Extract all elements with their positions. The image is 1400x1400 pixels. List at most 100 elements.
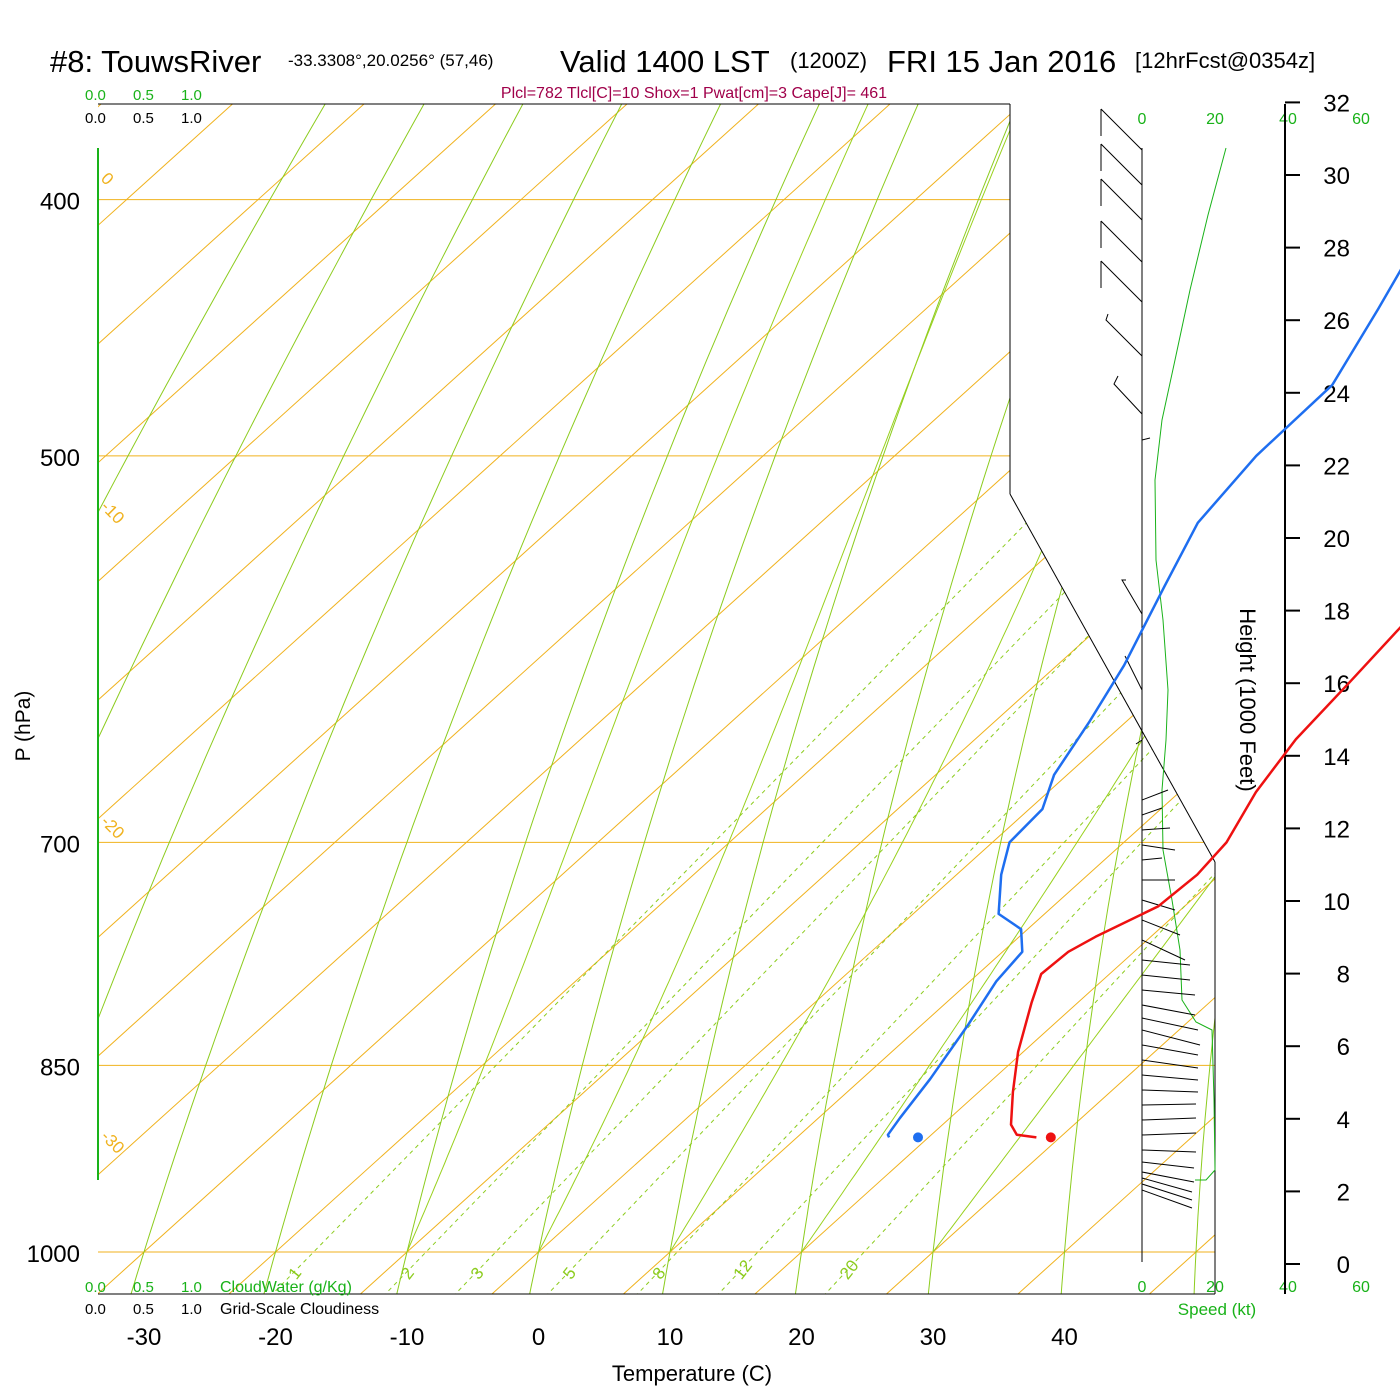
height-tick-label: 20 — [1323, 526, 1350, 553]
temperature-axis: -30 -20 -10 0 10 20 30 40 — [127, 1324, 1078, 1351]
wind-speed-top-label: 20 — [1206, 111, 1224, 128]
mixing-ratio-line — [811, 199, 1215, 1294]
height-tick-label: 14 — [1323, 744, 1350, 771]
top-cloudwater-scale: 0.0 0.5 1.0 0.0 0.5 1.0 — [85, 87, 202, 127]
dry-adiabat — [926, 104, 1215, 1294]
wind-barb — [1141, 1117, 1197, 1121]
height-tick-label: 24 — [1323, 381, 1350, 408]
temperature-tick-label: 30 — [920, 1324, 947, 1351]
plot-frame — [97, 103, 1216, 1295]
top-black-05: 0.5 — [133, 110, 154, 127]
mixing-ratio-line — [534, 199, 1215, 1294]
temperature-tick-label: -20 — [258, 1324, 293, 1351]
wind-barbs — [1100, 108, 1201, 1209]
isotherm-label: -30 — [97, 1127, 128, 1158]
wind-speed-bottom-label: 40 — [1279, 1279, 1297, 1296]
height-tick-label: 12 — [1323, 816, 1350, 843]
wind-barb — [1141, 844, 1176, 851]
wind-barb — [1141, 1171, 1195, 1183]
wind-barb — [1141, 1177, 1193, 1193]
stability-indices: Plcl=782 Tlcl[C]=10 Shox=1 Pwat[cm]=3 Ca… — [501, 85, 887, 102]
mixing-ratio-label: 3 — [467, 1264, 488, 1283]
height-tick-label: 26 — [1323, 308, 1350, 335]
wind-speed-bottom-label: 0 — [1138, 1279, 1147, 1296]
bottom-green-0: 0.0 — [85, 1279, 106, 1296]
dry-adiabat — [1059, 104, 1215, 1294]
isotherm-labels: 100-10-20-300102030 — [97, 169, 128, 1158]
wind-barb — [1141, 789, 1169, 801]
wind-speed-bottom-label: 20 — [1206, 1279, 1224, 1296]
wind-bottom-speed-labels: 0 20 40 60 — [1138, 1279, 1370, 1296]
wind-barb — [1113, 375, 1143, 415]
background-lines — [98, 104, 1215, 1294]
wind-barb — [1135, 739, 1143, 780]
height-tick-label: 8 — [1337, 962, 1350, 989]
wind-barb — [1141, 1004, 1196, 1016]
isotherm-line — [344, 104, 1215, 1294]
wind-barb — [1141, 1074, 1199, 1081]
wind-barb — [1121, 579, 1143, 615]
wind-barb — [1141, 807, 1163, 816]
height-tick-label: 32 — [1323, 90, 1350, 117]
dewpoint-line — [886, 268, 1400, 1138]
isotherm-label: -10 — [97, 497, 128, 528]
bottom-green-1: 1.0 — [181, 1279, 202, 1296]
wind-barb — [1141, 437, 1151, 470]
dry-adiabat — [1193, 104, 1215, 1294]
mixing-ratio-label: 8 — [649, 1264, 670, 1283]
wind-barb — [1141, 827, 1171, 831]
isotherm-line — [98, 104, 1215, 1294]
isotherm-line — [98, 104, 1215, 1294]
utc-time: (1200Z) — [790, 48, 867, 73]
wind-speed-top-label: 0 — [1138, 111, 1147, 128]
height-tick-label: 0 — [1337, 1252, 1350, 1279]
wind-barb — [1100, 220, 1143, 263]
dry-adiabat — [526, 104, 1153, 1294]
wind-barb — [1141, 959, 1191, 966]
isotherm-line — [98, 104, 1215, 1294]
moist-adiabat — [538, 104, 1215, 1253]
valid-time: Valid 1400 LST — [560, 44, 770, 79]
temperature-tick-label: 0 — [532, 1324, 545, 1351]
height-tick-label: 16 — [1323, 671, 1350, 698]
height-tick-label: 2 — [1337, 1179, 1350, 1206]
pressure-tick-label: 700 — [40, 831, 80, 858]
wind-barb — [1141, 1029, 1201, 1046]
isotherm-line — [98, 104, 646, 1294]
height-tick-label: 10 — [1323, 889, 1350, 916]
temperature-tick-label: 20 — [788, 1324, 815, 1351]
pressure-tick-label: 400 — [40, 189, 80, 216]
sounding-series — [886, 268, 1400, 1143]
isotherm-line — [870, 104, 1215, 1294]
top-green-0: 0.0 — [85, 87, 106, 104]
height-tick-label: 28 — [1323, 236, 1350, 263]
temperature-tick-label: -10 — [390, 1324, 425, 1351]
isotherm-line — [98, 104, 1215, 1294]
wind-barb — [1141, 857, 1163, 861]
isotherm-line — [98, 104, 1172, 1294]
bottom-green-05: 0.5 — [133, 1279, 154, 1296]
bottom-black-1: 1.0 — [181, 1301, 202, 1318]
isotherm-line — [476, 104, 1215, 1294]
cloudwater-label: CloudWater (g/Kg) — [220, 1279, 352, 1296]
mixing-ratio-labels: 1 2 3 5 8 12 20 — [285, 1256, 863, 1283]
moist-adiabat — [669, 104, 1215, 1253]
dry-adiabat — [259, 104, 978, 1294]
wind-speed-top-label: 60 — [1352, 111, 1370, 128]
isotherm-line — [98, 104, 1040, 1294]
moist-adiabat — [406, 104, 1086, 1253]
wind-barb — [1105, 313, 1143, 357]
wind-barb — [1141, 974, 1191, 981]
moist-adiabat — [932, 104, 1215, 1253]
wind-speed-top-label: 40 — [1279, 111, 1297, 128]
wind-barb — [1100, 178, 1143, 221]
temperature-line — [1009, 625, 1400, 1139]
surface-temperature-dot — [1045, 1132, 1056, 1143]
wind-barb — [1141, 1183, 1193, 1201]
wind-panel: 0 20 40 60 0 20 40 60 Speed (kt) — [1100, 108, 1370, 1319]
wind-barb — [1141, 1132, 1197, 1136]
wind-barb — [1124, 655, 1143, 691]
dry-adiabat — [98, 104, 715, 1294]
